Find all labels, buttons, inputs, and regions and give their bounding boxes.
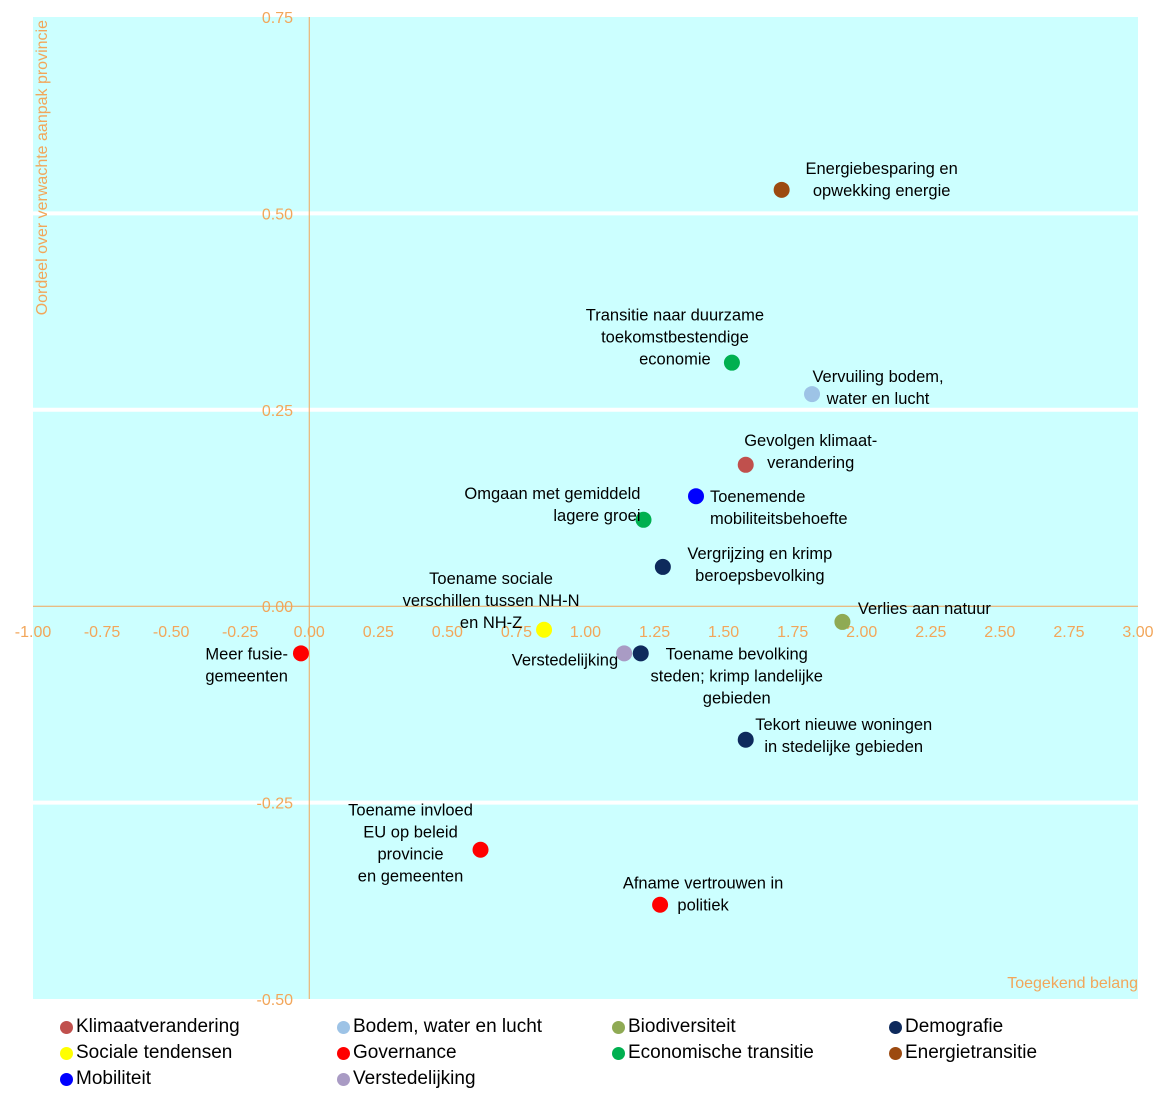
plot-area [33,17,1138,999]
x-tick-label: 0.50 [432,624,463,641]
y-tick-label: -0.50 [257,992,294,1009]
data-label: Energiebesparing en opwekking energie [805,160,957,200]
legend-label: Verstedelijking [353,1068,476,1089]
x-tick-label: 1.25 [639,624,670,641]
legend: Klimaatverandering Bodem, water en lucht B… [60,1016,1160,1090]
x-axis-title: Toegekend belang [1007,975,1138,992]
legend-label: Klimaatverandering [76,1016,240,1037]
data-point [292,645,309,662]
legend-item: Demografie [889,1016,1149,1038]
x-tick-label: -1.00 [15,624,52,641]
x-tick-label: -0.75 [84,624,121,641]
data-point [472,841,489,858]
data-point [737,731,754,748]
data-point [652,896,669,913]
legend-item: Biodiversiteit [612,1016,889,1038]
data-point [737,456,754,473]
legend-label: Demografie [905,1016,1004,1037]
legend-item: Energietransitie [889,1042,1149,1064]
data-point [723,354,740,371]
data-label: Toename invloed EU op beleid provincie en g… [348,802,473,886]
y-axis-title: Oordeel over verwachte aanpak provincie [34,20,51,315]
legend-label: Sociale tendensen [76,1042,233,1063]
legend-dot-icon [889,1046,902,1060]
data-label: Vervuiling bodem, water en lucht [812,368,943,408]
legend-dot-icon [612,1046,625,1060]
x-tick-label: 1.00 [570,624,601,641]
data-label: Verlies aan natuur [858,600,992,618]
x-tick-label: 3.00 [1122,624,1153,641]
data-point [616,645,633,662]
data-label: Meer fusie-gemeenten [205,645,288,685]
legend-item: Verstedelijking [337,1068,612,1090]
legend-label: Energietransitie [905,1042,1038,1063]
x-tick-label: 1.50 [708,624,739,641]
y-tick-label: 0.50 [262,206,293,223]
legend-item: Governance [337,1042,612,1064]
x-tick-label: 2.50 [984,624,1015,641]
x-tick-label: -0.50 [153,624,190,641]
legend-item: Mobiliteit [60,1068,337,1090]
legend-label: Governance [353,1042,457,1063]
legend-item: Klimaatverandering [60,1016,337,1038]
legend-dot-icon [612,1020,625,1034]
legend-label: Economische transitie [628,1042,814,1063]
axes [33,17,1138,999]
legend-dot-icon [337,1020,350,1034]
tick-labels: -1.00 -0.75 -0.50 -0.25 0.00 0.25 0.50 0.75 1.00… [15,10,1154,1009]
x-tick-label: 0.75 [501,624,532,641]
data-label: Afname vertrouwen in politiek [623,875,784,915]
point-labels: Gevolgen klimaat-verandering Vervuiling b… [205,160,991,915]
legend-dot-icon [337,1046,350,1060]
y-tick-label: -0.25 [257,796,294,813]
legend-dot-icon [889,1020,902,1034]
x-tick-label: 0.25 [363,624,394,641]
legend-dot-icon [60,1072,73,1086]
data-label: Verstedelijking [512,651,618,669]
data-label: Toename bevolking steden; krimp landelijk… [651,645,823,707]
y-tick-label: 0.75 [262,10,293,27]
gridlines [33,211,1138,805]
legend-dot-icon [337,1072,350,1086]
x-tick-label: 2.75 [1053,624,1084,641]
scatter-chart: -1.00 -0.75 -0.50 -0.25 0.00 0.25 0.50 0.75 1.00… [15,10,1154,1009]
x-tick-label: 1.75 [777,624,808,641]
data-point [688,488,704,505]
y-tick-label: 0.00 [262,599,293,616]
legend-dot-icon [60,1046,73,1060]
x-tick-label: 0.00 [294,624,325,641]
data-label: Toenemende mobiliteitsbehoefte [710,488,848,528]
legend-item: Economische transitie [612,1042,889,1064]
data-point [834,613,851,630]
data-label: Transitie naar duurzame toekomstbestendig… [586,307,764,369]
data-label: Toename sociale verschillen tussen NH-N en… [403,570,580,632]
data-point [773,181,790,198]
legend-item: Bodem, water en lucht [337,1016,612,1038]
data-label: Gevolgen klimaat-verandering [744,432,877,472]
legend-label: Mobiliteit [76,1068,151,1089]
legend-label: Biodiversiteit [628,1016,736,1037]
data-label: Omgaan met gemiddeld lagere groei [464,485,640,525]
x-tick-label: -0.25 [222,624,259,641]
data-point [804,386,821,403]
data-label: Tekort nieuwe woningen in stedelijke gebi… [755,716,932,756]
data-label: Vergrijzing en krimp beroepsbevolking [687,545,832,585]
data-point [635,511,652,528]
legend-item: Sociale tendensen [60,1042,337,1064]
data-point [632,645,649,662]
data-points [292,181,851,913]
legend-dot-icon [60,1020,73,1034]
x-tick-label: 2.00 [846,624,877,641]
y-tick-label: 0.25 [262,403,293,420]
data-point [536,621,553,638]
data-point [654,558,671,575]
legend-label: Bodem, water en lucht [353,1016,543,1037]
x-tick-label: 2.25 [915,624,946,641]
